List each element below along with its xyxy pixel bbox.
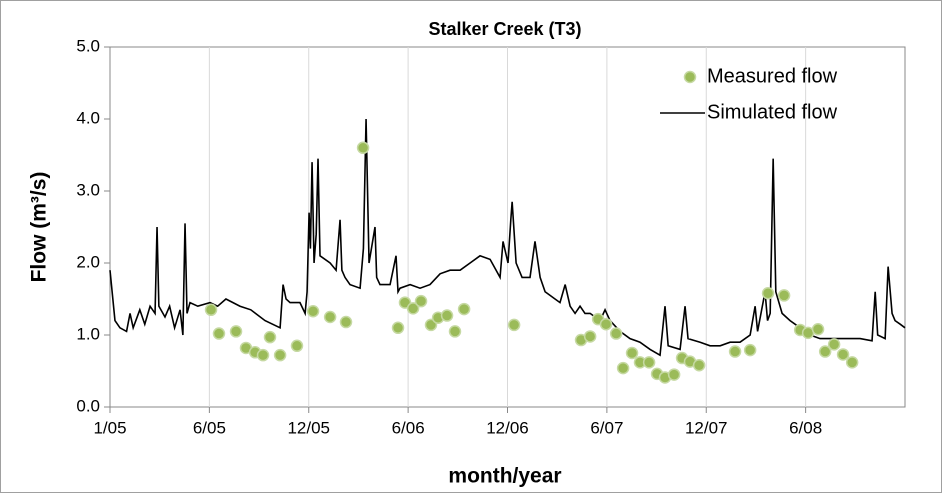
y-tick-label: 0.0 — [76, 396, 100, 415]
measured-point — [273, 348, 287, 362]
y-tick-label: 2.0 — [76, 252, 100, 271]
measured-point — [642, 356, 656, 369]
legend-marker — [683, 70, 697, 84]
measured-point — [212, 327, 226, 340]
measured-point — [263, 330, 277, 344]
measured-point — [811, 322, 825, 336]
measured-point — [414, 294, 428, 308]
measured-point — [777, 289, 791, 302]
x-tick-label: 12/05 — [287, 418, 330, 437]
measured-point — [728, 345, 742, 358]
x-tick-label: 6/08 — [789, 418, 822, 437]
x-tick-label: 1/05 — [93, 418, 126, 437]
measured-point — [440, 309, 454, 322]
measured-point — [845, 356, 859, 369]
measured-point — [836, 348, 850, 361]
measured-point — [229, 325, 243, 338]
measured-point — [818, 345, 832, 358]
y-axis-title: Flow (m³/s) — [28, 172, 51, 283]
x-axis-title: month/year — [448, 465, 561, 488]
measured-point — [406, 302, 420, 315]
measured-point — [457, 302, 471, 316]
measured-point — [583, 330, 597, 343]
measured-point — [306, 304, 320, 318]
y-tick-label: 5.0 — [76, 36, 100, 55]
x-tick-label: 6/05 — [193, 418, 226, 437]
x-tick-label: 6/06 — [392, 418, 425, 437]
y-tick-label: 3.0 — [76, 180, 100, 199]
measured-point — [290, 339, 304, 353]
measured-point — [507, 318, 521, 332]
y-tick-label: 1.0 — [76, 324, 100, 343]
measured-point — [743, 343, 757, 357]
measured-point — [448, 325, 462, 338]
measured-point — [323, 310, 337, 324]
measured-point — [609, 327, 623, 340]
measured-point — [625, 346, 639, 360]
chart-title: Stalker Creek (T3) — [428, 19, 581, 39]
x-tick-label: 12/07 — [685, 418, 728, 437]
measured-point — [356, 141, 370, 155]
measured-point — [827, 338, 841, 351]
measured-point — [667, 368, 681, 381]
measured-point — [761, 286, 775, 300]
measured-point — [339, 315, 353, 329]
measured-point — [616, 361, 630, 375]
y-tick-label: 4.0 — [76, 108, 100, 127]
legend-label: Measured flow — [707, 65, 838, 87]
measured-point — [599, 317, 613, 331]
measured-point — [692, 358, 706, 372]
legend-label: Simulated flow — [707, 101, 838, 123]
x-tick-label: 6/07 — [590, 418, 623, 437]
x-tick-label: 12/06 — [486, 418, 529, 437]
measured-point — [391, 321, 405, 335]
measured-point — [204, 303, 218, 317]
measured-point — [256, 348, 270, 362]
